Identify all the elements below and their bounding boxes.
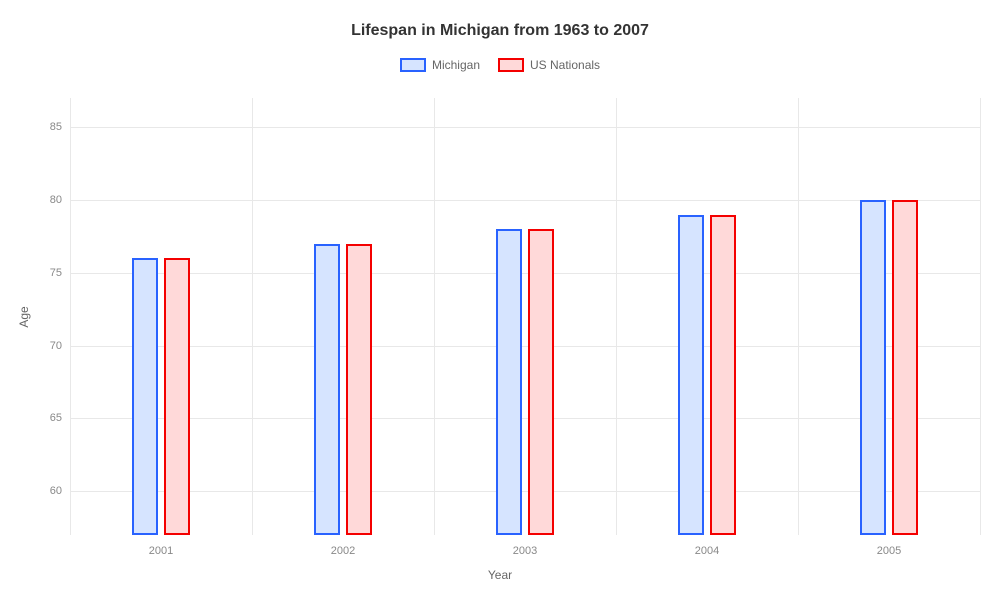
gridline-horizontal bbox=[70, 418, 980, 419]
legend-item-us-nationals: US Nationals bbox=[498, 58, 600, 72]
gridline-horizontal bbox=[70, 127, 980, 128]
gridline-vertical bbox=[616, 98, 617, 535]
gridline-vertical bbox=[252, 98, 253, 535]
gridline-vertical bbox=[798, 98, 799, 535]
gridline-horizontal bbox=[70, 491, 980, 492]
chart-container: Lifespan in Michigan from 1963 to 2007 M… bbox=[0, 0, 1000, 600]
y-tick-label: 65 bbox=[50, 412, 62, 424]
x-tick-label: 2002 bbox=[331, 545, 355, 557]
bar bbox=[314, 244, 340, 535]
bar bbox=[860, 200, 886, 535]
bar bbox=[710, 215, 736, 535]
y-tick-label: 85 bbox=[50, 121, 62, 133]
plot-area: 60657075808520012002200320042005 bbox=[70, 98, 980, 535]
bar bbox=[528, 229, 554, 535]
legend: Michigan US Nationals bbox=[0, 58, 1000, 84]
y-axis-label: Age bbox=[17, 306, 31, 327]
bar bbox=[164, 258, 190, 535]
gridline-horizontal bbox=[70, 346, 980, 347]
x-tick-label: 2005 bbox=[877, 545, 901, 557]
gridline-horizontal bbox=[70, 200, 980, 201]
x-tick-label: 2001 bbox=[149, 545, 173, 557]
bar bbox=[678, 215, 704, 535]
bar bbox=[496, 229, 522, 535]
bar bbox=[132, 258, 158, 535]
gridline-vertical bbox=[980, 98, 981, 535]
legend-label: US Nationals bbox=[530, 58, 600, 72]
legend-swatch-us-nationals bbox=[498, 58, 524, 72]
legend-swatch-michigan bbox=[400, 58, 426, 72]
bar bbox=[892, 200, 918, 535]
gridline-vertical bbox=[70, 98, 71, 535]
bar bbox=[346, 244, 372, 535]
y-tick-label: 75 bbox=[50, 267, 62, 279]
x-tick-label: 2003 bbox=[513, 545, 537, 557]
legend-item-michigan: Michigan bbox=[400, 58, 480, 72]
x-tick-label: 2004 bbox=[695, 545, 719, 557]
x-axis-label: Year bbox=[488, 568, 512, 582]
gridline-horizontal bbox=[70, 273, 980, 274]
chart-title: Lifespan in Michigan from 1963 to 2007 bbox=[0, 0, 1000, 58]
gridline-vertical bbox=[434, 98, 435, 535]
y-tick-label: 70 bbox=[50, 340, 62, 352]
y-tick-label: 80 bbox=[50, 194, 62, 206]
legend-label: Michigan bbox=[432, 58, 480, 72]
y-tick-label: 60 bbox=[50, 485, 62, 497]
